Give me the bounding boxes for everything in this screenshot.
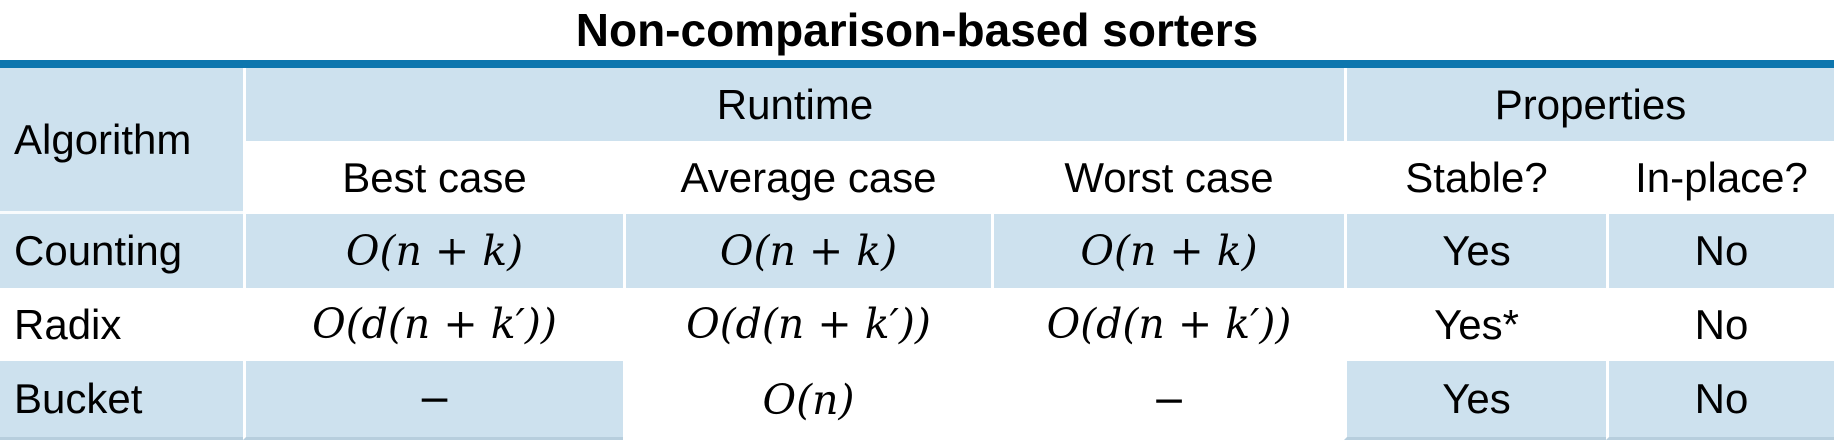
cell-radix-average: O(d(n + k′)) — [623, 288, 991, 361]
cell-counting-inplace: No — [1606, 214, 1834, 288]
cell-counting-average: O(n + k) — [623, 214, 991, 288]
row-radix-name: Radix — [0, 288, 243, 361]
header-cell-algorithm: Algorithm — [0, 68, 243, 214]
cell-bucket-worst: − — [991, 361, 1344, 440]
cell-radix-inplace: No — [1606, 288, 1834, 361]
page-title: Non-comparison-based sorters — [575, 4, 1259, 56]
cell-counting-stable: Yes — [1344, 214, 1606, 288]
header-cell-stable: Stable? — [1344, 141, 1606, 214]
cell-radix-worst: O(d(n + k′)) — [991, 288, 1344, 361]
cell-bucket-best: − — [243, 361, 623, 440]
header-cell-average-case: Average case — [623, 141, 991, 214]
header-cell-runtime-group: Runtime — [243, 68, 1344, 141]
cell-radix-best: O(d(n + k′)) — [243, 288, 623, 361]
cell-counting-best: O(n + k) — [243, 214, 623, 288]
cell-bucket-inplace: No — [1606, 361, 1834, 440]
row-counting-name: Counting — [0, 214, 243, 288]
header-cell-worst-case: Worst case — [991, 141, 1344, 214]
header-cell-properties-group: Properties — [1344, 68, 1834, 141]
sorters-table: Algorithm Runtime Properties Best case A… — [0, 68, 1834, 440]
cell-counting-worst: O(n + k) — [991, 214, 1344, 288]
cell-bucket-stable: Yes — [1344, 361, 1606, 440]
header-cell-best-case: Best case — [243, 141, 623, 214]
header-cell-in-place: In-place? — [1606, 141, 1834, 214]
cell-radix-stable: Yes* — [1344, 288, 1606, 361]
accent-divider-line — [0, 60, 1834, 68]
row-bucket-name: Bucket — [0, 361, 243, 440]
cell-bucket-average: O(n) — [623, 361, 991, 440]
